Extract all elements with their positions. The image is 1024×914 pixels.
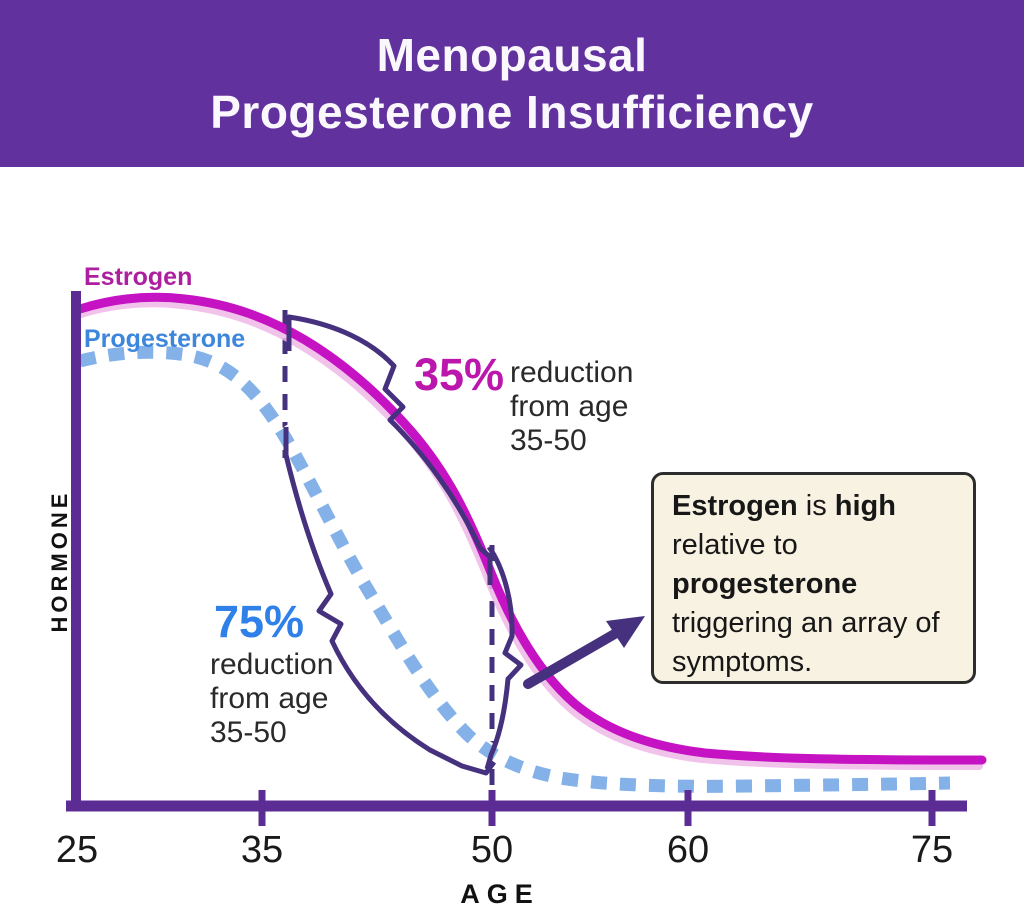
estrogen-reduction-desc-line3: 35-50 [510, 424, 587, 457]
estrogen-curve-shadow [73, 299, 983, 770]
progesterone-reduction-desc-line2: from age [210, 682, 329, 715]
progesterone-reduction-desc-line1: reduction [210, 648, 334, 681]
callout-estrogen-bold: Estrogen [672, 490, 798, 522]
estrogen-series-label: Estrogen [84, 263, 193, 291]
callout-high-bold: high [834, 490, 896, 522]
estrogen-reduction-desc-line2: from age [510, 390, 629, 423]
x-tick-label-60: 60 [666, 829, 710, 871]
progesterone-reduction-desc: reduction from age 35-50 [210, 648, 333, 750]
progesterone-curve [78, 345, 951, 793]
callout-text-6: triggering an array of symptoms. [672, 607, 940, 678]
estrogen-brace [286, 314, 493, 585]
x-tick-label-75: 75 [910, 829, 954, 871]
callout-text-2: is [797, 490, 835, 522]
header-banner: Menopausal Progesterone Insufficiency [0, 0, 1024, 167]
symptoms-callout-box: Estrogen is high relative to progesteron… [651, 472, 976, 684]
page-title-line1: Menopausal [376, 28, 648, 81]
x-axis-title: AGE [460, 879, 540, 909]
x-tick-label-35: 35 [240, 829, 284, 871]
page-title-line2: Progesterone Insufficiency [210, 85, 814, 138]
callout-arrow-shaft [523, 627, 623, 689]
estrogen-reduction-pct: 35% [414, 349, 505, 400]
x-tick-label-50: 50 [470, 829, 514, 871]
callout-arrow-head-icon [606, 616, 645, 648]
progesterone-reduction-desc-line3: 35-50 [210, 716, 287, 749]
callout-text-4: relative to [672, 529, 798, 561]
gap-brace-age-50 [484, 545, 524, 770]
estrogen-reduction-desc: reduction from age 35-50 [510, 356, 633, 458]
progesterone-series-label: Progesterone [84, 325, 246, 353]
callout-progesterone-bold: progesterone [672, 568, 858, 600]
estrogen-reduction-desc-line1: reduction [510, 356, 634, 389]
progesterone-reduction-pct: 75% [214, 596, 305, 647]
x-tick-label-25: 25 [55, 829, 99, 871]
y-axis-title: HORMONE [47, 489, 72, 633]
progesterone-brace [283, 427, 497, 776]
